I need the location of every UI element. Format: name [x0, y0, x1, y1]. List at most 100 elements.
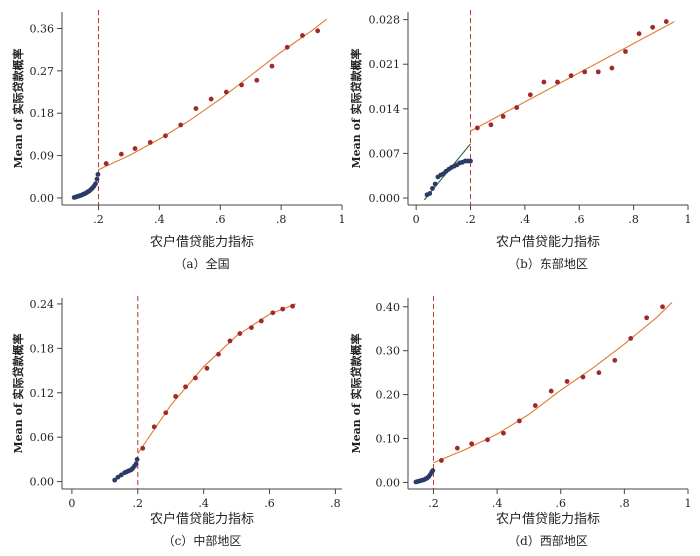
x-tick-label: .4	[520, 213, 531, 226]
data-point-right	[173, 394, 179, 399]
data-point-right	[555, 79, 560, 85]
y-tick-label: 0.36	[30, 22, 55, 35]
data-point-right	[300, 33, 305, 38]
y-tick-label: 0.000	[369, 192, 401, 205]
y-tick-label: 0.12	[30, 387, 55, 400]
right-fit-line	[433, 302, 673, 464]
data-point-right	[454, 445, 460, 451]
y-tick-label: 0.00	[376, 476, 401, 489]
x-tick-label: .6	[264, 497, 275, 510]
x-tick-label: .6	[555, 497, 566, 510]
data-point-right	[527, 92, 533, 98]
x-axis-label: 农户借贷能力指标	[150, 234, 254, 250]
y-axis-label: Mean of 实际贷款概率	[349, 333, 363, 453]
chart-panel-a: 0.00 0.09 0.18 0.27 0.36 .2 .4 .6 .8 1 Mean of 实际贷…	[11, 10, 346, 271]
x-tick-label: .2	[93, 213, 104, 226]
y-axis-label: Mean of 实际贷款概率	[349, 48, 363, 168]
data-point-right	[118, 151, 124, 157]
data-point-right	[609, 65, 615, 71]
data-point-right	[249, 325, 254, 331]
data-point-right	[439, 458, 444, 463]
y-tick-label: 0.18	[30, 342, 55, 355]
x-tick-label: 1	[685, 497, 692, 510]
data-point-right	[315, 28, 321, 34]
data-point-right	[178, 122, 184, 128]
data-point-right	[147, 139, 153, 145]
data-point-left	[134, 456, 140, 462]
x-tick-label: .4	[492, 497, 503, 510]
x-tick-label: .8	[619, 497, 630, 510]
x-tick-label: 0	[413, 213, 420, 226]
y-tick-label: 0.24	[30, 298, 55, 311]
x-tick-label: .2	[133, 497, 144, 510]
x-tick-label: .2	[428, 497, 439, 510]
data-point-left	[94, 176, 100, 182]
data-point-left	[133, 461, 139, 467]
x-tick-label: .8	[330, 497, 341, 510]
x-tick-label: .8	[276, 213, 287, 226]
data-point-right	[580, 374, 586, 380]
x-tick-label: .6	[574, 213, 585, 226]
data-point-right	[548, 388, 554, 394]
data-point-right	[254, 77, 260, 83]
data-point-right	[183, 384, 188, 390]
data-point-right	[564, 379, 570, 384]
data-point-right	[660, 304, 665, 310]
data-point-right	[290, 303, 295, 309]
y-tick-label: 0.30	[376, 345, 401, 358]
data-point-right	[628, 335, 634, 341]
right-fit-line	[137, 303, 297, 454]
right-fit-line	[98, 18, 328, 171]
data-point-right	[612, 357, 618, 363]
data-point-left	[430, 186, 435, 191]
x-tick-label: .4	[154, 213, 165, 226]
data-point-left	[430, 468, 436, 473]
y-tick-label: 0.18	[30, 107, 55, 120]
data-point-left	[432, 181, 438, 187]
data-point-right	[140, 445, 146, 451]
data-point-right	[237, 331, 243, 336]
data-point-right	[284, 44, 290, 50]
data-point-left	[93, 181, 98, 187]
data-point-right	[204, 365, 210, 371]
y-tick-label: 0.10	[376, 433, 401, 446]
data-point-right	[163, 410, 169, 416]
y-tick-label: 0.06	[30, 431, 55, 444]
data-point-right	[269, 63, 275, 69]
data-point-right	[636, 31, 642, 37]
y-tick-label: 0.021	[369, 58, 401, 71]
panel-caption: （d）西部地区	[508, 533, 588, 548]
panel-caption: （a）全国	[174, 256, 229, 271]
data-point-right	[208, 96, 214, 102]
data-point-right	[193, 375, 198, 381]
data-point-right	[650, 24, 656, 30]
data-point-right	[514, 105, 520, 110]
data-point-right	[193, 106, 199, 111]
x-tick-label: .4	[198, 497, 209, 510]
data-point-right	[485, 437, 490, 443]
data-point-right	[103, 161, 109, 166]
data-point-right	[488, 122, 494, 128]
y-axis-label: Mean of 实际贷款概率	[11, 333, 25, 453]
x-tick-label: 1	[685, 213, 692, 226]
x-tick-label: 1	[339, 213, 346, 226]
x-axis-label: 农户借贷能力指标	[496, 511, 600, 527]
data-point-right	[469, 441, 475, 447]
data-point-right	[227, 338, 233, 344]
x-tick-label: .2	[465, 213, 476, 226]
chart-panel-b: 0.000 0.007 0.014 0.021 0.028 0 .2 .4 .6 .8 1 Mean …	[349, 10, 692, 271]
data-point-right	[644, 315, 650, 321]
data-point-right	[516, 418, 522, 424]
data-point-right	[595, 69, 601, 75]
data-point-right	[501, 430, 506, 436]
y-tick-label: 0.00	[30, 476, 55, 489]
data-point-right	[223, 89, 229, 95]
data-point-right	[163, 133, 168, 139]
data-point-right	[568, 73, 574, 79]
data-point-right	[270, 310, 276, 316]
y-tick-label: 0.09	[30, 150, 55, 163]
data-point-right	[216, 351, 221, 357]
y-axis-label: Mean of 实际贷款概率	[11, 48, 25, 168]
data-point-right	[532, 403, 538, 408]
